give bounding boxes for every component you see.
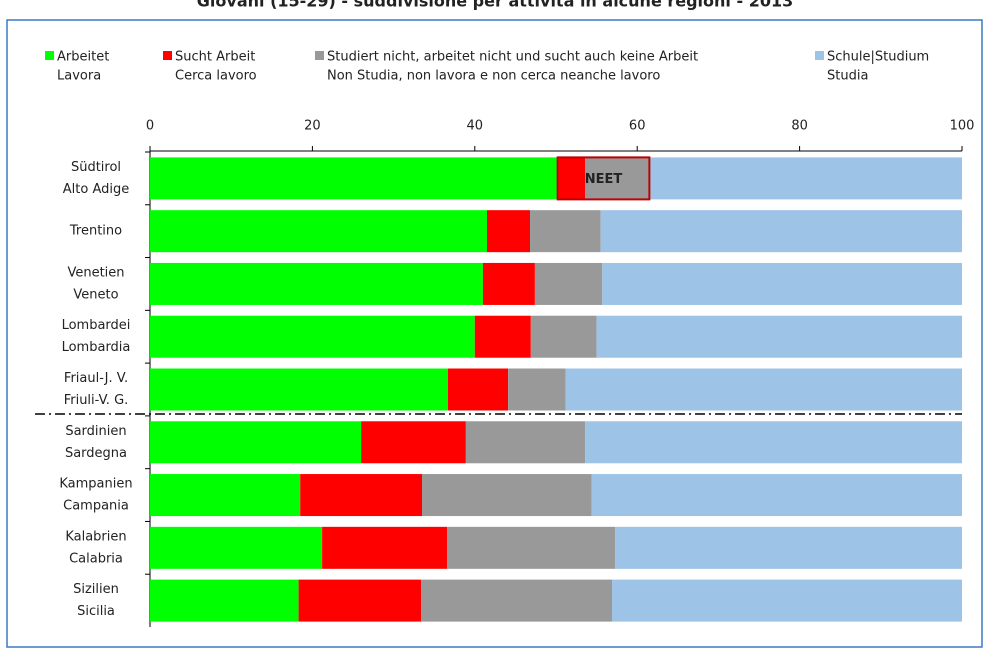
bar-segment	[422, 474, 592, 517]
x-tick-label: 100	[950, 119, 975, 134]
bar-segment	[150, 262, 483, 305]
bar-segment	[585, 421, 962, 464]
bar-segment	[508, 368, 566, 411]
y-tick-label: Calabria	[69, 551, 123, 566]
y-tick-label: Lombardia	[62, 340, 131, 355]
y-tick-label: Kalabrien	[65, 529, 126, 544]
bar-segment	[565, 368, 962, 411]
y-tick-label: Campania	[63, 499, 129, 514]
y-tick-label: Friuli-V. G.	[64, 393, 129, 408]
chart-title: Giovani (15-29) - suddivisione per attiv…	[197, 0, 793, 11]
legend-label: Non Studia, non lavora e non cerca neanc…	[327, 69, 660, 84]
bar-segment	[482, 262, 535, 305]
x-tick-label: 20	[304, 119, 321, 134]
legend-label: Arbeitet	[57, 50, 109, 65]
bar-segment	[322, 526, 448, 569]
y-tick-label: Sardegna	[65, 446, 127, 461]
y-tick-label: Südtirol	[71, 160, 121, 175]
bar-segment	[591, 474, 962, 517]
bar-segment	[557, 157, 586, 200]
bar-segment	[150, 368, 449, 411]
legend-label: Lavora	[57, 69, 101, 84]
y-tick-label: Friaul-J. V.	[64, 371, 128, 386]
x-tick-label: 0	[146, 119, 154, 134]
bar-segment	[361, 421, 466, 464]
legend-label: Schule|Studium	[827, 50, 929, 65]
bar-segment	[612, 579, 962, 622]
bar-segment	[150, 579, 299, 622]
y-tick-label: Venetien	[67, 265, 124, 280]
legend-swatch	[45, 51, 54, 60]
y-tick-label: Alto Adige	[63, 182, 129, 197]
legend-swatch	[315, 51, 324, 60]
x-tick-label: 80	[791, 119, 808, 134]
x-tick-label: 40	[467, 119, 484, 134]
bar-segment	[585, 157, 650, 200]
bar-segment	[534, 262, 603, 305]
legend-swatch	[163, 51, 172, 60]
y-tick-label: Trentino	[69, 224, 122, 239]
y-tick-label: Veneto	[73, 287, 118, 302]
bar-segment	[530, 315, 597, 358]
y-tick-label: Sicilia	[77, 604, 115, 619]
bar-segment	[298, 579, 422, 622]
bar-segment	[530, 210, 601, 253]
legend-label: Studiert nicht, arbeitet nicht und sucht…	[327, 50, 698, 65]
bar-segment	[465, 421, 586, 464]
legend-label: Studia	[827, 69, 868, 84]
bar-segment	[486, 210, 531, 253]
y-tick-label: Lombardei	[62, 318, 131, 333]
y-tick-label: Sizilien	[73, 582, 119, 597]
y-tick-label: Sardinien	[65, 424, 126, 439]
bar-segment	[447, 526, 616, 569]
bar-segment	[150, 315, 475, 358]
bar-segment	[150, 210, 487, 253]
bar-segment	[615, 526, 962, 569]
bar-segment	[649, 157, 962, 200]
legend-label: Sucht Arbeit	[175, 50, 255, 65]
bar-segment	[596, 315, 962, 358]
y-tick-label: Kampanien	[59, 477, 132, 492]
bar-segment	[150, 526, 323, 569]
legend-swatch	[815, 51, 824, 60]
bar-segment	[602, 262, 962, 305]
annotation-box	[556, 156, 651, 201]
bar-segment	[448, 368, 509, 411]
bar-segment	[150, 157, 558, 200]
legend-label: Cerca lavoro	[175, 69, 257, 84]
annotation: NEET	[585, 172, 623, 187]
bar-segment	[150, 474, 301, 517]
bar-segment	[421, 579, 613, 622]
bar-segment	[474, 315, 531, 358]
bar-segment	[150, 421, 362, 464]
bar-segment	[300, 474, 423, 517]
x-tick-label: 60	[629, 119, 646, 134]
bar-segment	[600, 210, 962, 253]
